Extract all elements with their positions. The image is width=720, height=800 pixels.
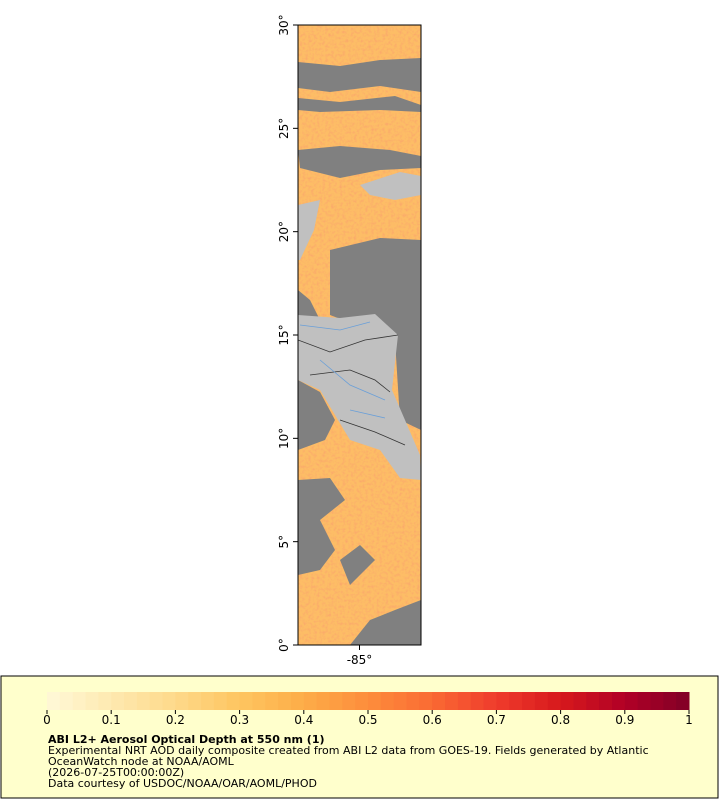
- colorbar-swatch: [522, 692, 536, 710]
- colorbar-swatch: [329, 692, 343, 710]
- colorbar-swatch: [59, 692, 74, 710]
- colorbar-swatch: [573, 692, 587, 710]
- colorbar-swatch: [624, 692, 639, 710]
- colorbar-swatch: [201, 692, 215, 710]
- colorbar-tick-label: 0.4: [294, 713, 313, 727]
- colorbar-swatch: [290, 692, 305, 710]
- colorbar-swatch: [136, 692, 151, 710]
- no-data: [298, 478, 345, 575]
- colorbar-swatch: [175, 692, 189, 710]
- colorbar-swatch: [560, 692, 574, 710]
- colorbar-tick-label: 0.8: [551, 713, 570, 727]
- colorbar-swatch: [534, 692, 549, 710]
- colorbar-tick-label: 0.9: [615, 713, 634, 727]
- y-tick-label: 25°: [277, 118, 291, 139]
- colorbar-swatch: [368, 692, 382, 710]
- y-tick-label: 30°: [277, 14, 291, 35]
- colorbar-swatch: [111, 692, 125, 710]
- colorbar-tick-label: 0.3: [230, 713, 249, 727]
- colorbar-swatch: [85, 692, 99, 710]
- land: [298, 200, 320, 260]
- river: [299, 321, 386, 419]
- colorbar-tick-label: 0.7: [487, 713, 506, 727]
- colorbar-swatch: [676, 692, 690, 710]
- colorbar-swatch: [445, 692, 459, 710]
- colorbar-swatch: [303, 692, 318, 710]
- no-data: [340, 545, 375, 585]
- colorbar-swatch: [586, 692, 600, 710]
- colorbar-swatch: [239, 692, 253, 710]
- colorbar-swatch: [47, 692, 61, 710]
- colorbar-swatch: [611, 692, 626, 710]
- colorbar-swatch: [663, 692, 677, 710]
- colorbar-swatch: [265, 692, 279, 710]
- no-data: [298, 290, 320, 320]
- land: [360, 172, 421, 200]
- colorbar-swatch: [496, 692, 510, 710]
- x-tick-label: -85°: [347, 653, 373, 667]
- colorbar-swatch: [342, 692, 356, 710]
- colorbar-swatch: [188, 692, 202, 710]
- colorbar-swatch: [432, 692, 446, 710]
- no-data: [298, 146, 421, 178]
- colorbar-swatch: [637, 692, 651, 710]
- colorbar-tick-label: 0.2: [166, 713, 185, 727]
- caption: Experimental NRT AOD daily composite cre…: [48, 744, 649, 790]
- caption-line: Data courtesy of USDOC/NOAA/OAR/AOML/PHO…: [48, 777, 317, 790]
- colorbar-swatch: [226, 692, 241, 710]
- colorbar-tick-label: 0.6: [423, 713, 442, 727]
- no-data: [298, 96, 421, 112]
- colorbar-swatch: [547, 692, 562, 710]
- colorbar-swatch: [599, 692, 613, 710]
- no-data: [350, 600, 421, 645]
- colorbar-swatch: [457, 692, 472, 710]
- colorbar-swatch: [483, 692, 497, 710]
- colorbar-tick-label: 1: [685, 713, 693, 727]
- colorbar-tick-label: 0: [43, 713, 51, 727]
- colorbar-swatch: [470, 692, 485, 710]
- colorbar-swatch: [278, 692, 292, 710]
- y-tick-label: 0°: [277, 638, 291, 652]
- colorbar-swatch: [124, 692, 138, 710]
- map-area: [298, 25, 421, 645]
- colorbar-swatch: [252, 692, 266, 710]
- no-data: [298, 58, 421, 92]
- caption-line: OceanWatch node at NOAA/AOML: [48, 755, 235, 768]
- colorbar-swatch: [72, 692, 87, 710]
- colorbar-swatch: [355, 692, 369, 710]
- colorbar-swatch: [316, 692, 330, 710]
- colorbar-swatch: [393, 692, 408, 710]
- colorbar-swatch: [149, 692, 164, 710]
- y-tick-label: 5°: [277, 535, 291, 549]
- colorbar-swatch: [380, 692, 395, 710]
- colorbar-swatch: [406, 692, 420, 710]
- colorbar-swatch: [213, 692, 228, 710]
- colorbar-swatch: [419, 692, 433, 710]
- colorbar-swatch: [162, 692, 176, 710]
- border: [298, 334, 406, 446]
- colorbar-swatch: [650, 692, 664, 710]
- no-data: [298, 380, 335, 450]
- colorbar: 0 0.1 0.2 0.3 0.4 0.5 0.6 0.7 0.8 0.9 1: [43, 692, 693, 727]
- colorbar-swatch: [98, 692, 112, 710]
- no-data: [330, 238, 421, 430]
- caption-title: ABI L2+ Aerosol Optical Depth at 550 nm …: [48, 733, 325, 746]
- colorbar-swatch: [509, 692, 523, 710]
- caption-line: (2026-07-25T00:00:00Z): [48, 766, 184, 779]
- y-tick-label: 20°: [277, 221, 291, 242]
- colorbar-tick-label: 0.5: [358, 713, 377, 727]
- y-tick-label: 15°: [277, 324, 291, 345]
- y-tick-label: 10°: [277, 428, 291, 449]
- axes: 0° 5° 10° 15° 20° 25° 30° -85°: [277, 14, 372, 667]
- caption-line: Experimental NRT AOD daily composite cre…: [48, 744, 649, 757]
- colorbar-tick-label: 0.1: [102, 713, 121, 727]
